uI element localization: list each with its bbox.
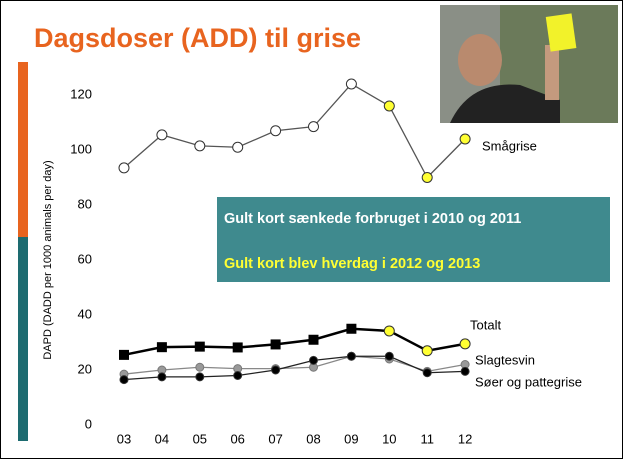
x-tick-label: 07 — [268, 431, 282, 446]
accent-bar-teal — [18, 237, 28, 441]
y-tick-label: 100 — [70, 141, 92, 156]
x-tick-label: 09 — [344, 431, 358, 446]
marker — [384, 326, 394, 336]
marker — [271, 340, 280, 349]
marker — [460, 339, 470, 349]
series-label: Smågrise — [482, 138, 537, 153]
marker — [157, 130, 167, 140]
slide-title: Dagsdoser (ADD) til grise — [34, 23, 361, 53]
series-label: Totalt — [470, 317, 501, 332]
marker — [346, 79, 356, 89]
y-tick-label: 60 — [78, 251, 92, 266]
y-tick-label: 0 — [85, 416, 92, 431]
marker — [196, 363, 204, 371]
slide: Dagsdoser (ADD) til grise DAPD (DADD per… — [0, 0, 623, 459]
marker — [309, 122, 319, 132]
marker — [120, 376, 128, 384]
page: Dagsdoser (ADD) til grise DAPD (DADD per… — [0, 0, 623, 459]
yellow-card — [546, 13, 577, 51]
x-tick-label: 06 — [230, 431, 244, 446]
marker — [233, 142, 243, 152]
y-tick-label: 40 — [78, 306, 92, 321]
marker — [309, 335, 318, 344]
y-tick-label: 120 — [70, 86, 92, 101]
marker — [422, 173, 432, 183]
x-tick-label: 10 — [382, 431, 396, 446]
marker — [157, 343, 166, 352]
marker — [119, 163, 129, 173]
x-tick-label: 05 — [193, 431, 207, 446]
photo — [440, 5, 618, 123]
marker — [460, 134, 470, 144]
marker — [310, 356, 318, 364]
x-tick-label: 08 — [306, 431, 320, 446]
marker — [422, 346, 432, 356]
x-tick-label: 03 — [117, 431, 131, 446]
y-axis-label: DAPD (DADD per 1000 animals per day) — [42, 160, 54, 359]
marker — [234, 372, 242, 380]
accent-bar-orange — [18, 62, 28, 237]
marker — [195, 141, 205, 151]
marker — [158, 373, 166, 381]
marker — [385, 352, 393, 360]
x-tick-label: 04 — [155, 431, 169, 446]
marker — [195, 342, 204, 351]
marker — [233, 343, 242, 352]
marker — [272, 366, 280, 374]
marker — [120, 350, 129, 359]
marker — [271, 126, 281, 136]
marker — [384, 101, 394, 111]
y-tick-label: 20 — [78, 361, 92, 376]
photo-shape — [458, 34, 502, 86]
marker — [347, 324, 356, 333]
marker — [461, 367, 469, 375]
series-label: Slagtesvin — [475, 352, 535, 367]
marker — [347, 352, 355, 360]
annotation: Gult kort sænkede forbruget i 2010 og 20… — [224, 211, 521, 227]
annotation: Gult kort blev hverdag i 2012 og 2013 — [224, 256, 480, 272]
y-tick-label: 80 — [78, 196, 92, 211]
x-tick-label: 11 — [420, 431, 434, 446]
series-label: Søer og pattegrise — [475, 374, 582, 389]
x-tick-label: 12 — [458, 431, 472, 446]
marker — [423, 369, 431, 377]
marker — [196, 373, 204, 381]
photo-shape — [545, 45, 559, 100]
